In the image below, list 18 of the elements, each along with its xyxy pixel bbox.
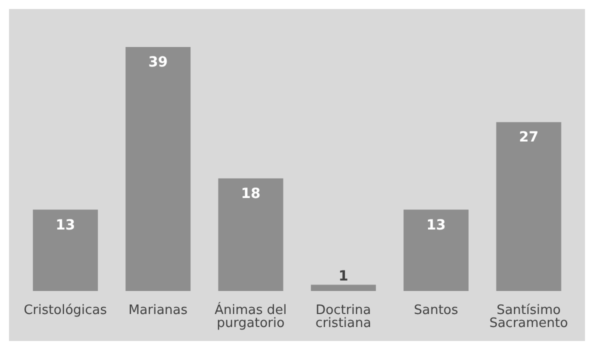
bar <box>126 47 191 291</box>
data-label: 39 <box>148 54 168 71</box>
bar <box>310 284 376 291</box>
x-tick-label: Doctrina cristiana <box>315 303 372 332</box>
x-tick-label: Cristológicas <box>24 303 108 318</box>
data-label: 18 <box>240 186 260 202</box>
data-label: 27 <box>518 130 538 146</box>
bar <box>218 178 284 291</box>
bar <box>496 122 562 291</box>
bar <box>404 210 469 291</box>
x-tick-label: Marianas <box>128 303 188 318</box>
x-tick-label: Ánimas del purgatorio <box>214 301 287 332</box>
x-tick-label: Santísimo Sacramento <box>489 303 568 332</box>
data-label: 1 <box>338 268 348 285</box>
data-label: 13 <box>426 217 446 234</box>
bar <box>32 210 98 291</box>
x-tick-label: Santos <box>414 303 458 318</box>
data-label: 13 <box>56 217 76 234</box>
